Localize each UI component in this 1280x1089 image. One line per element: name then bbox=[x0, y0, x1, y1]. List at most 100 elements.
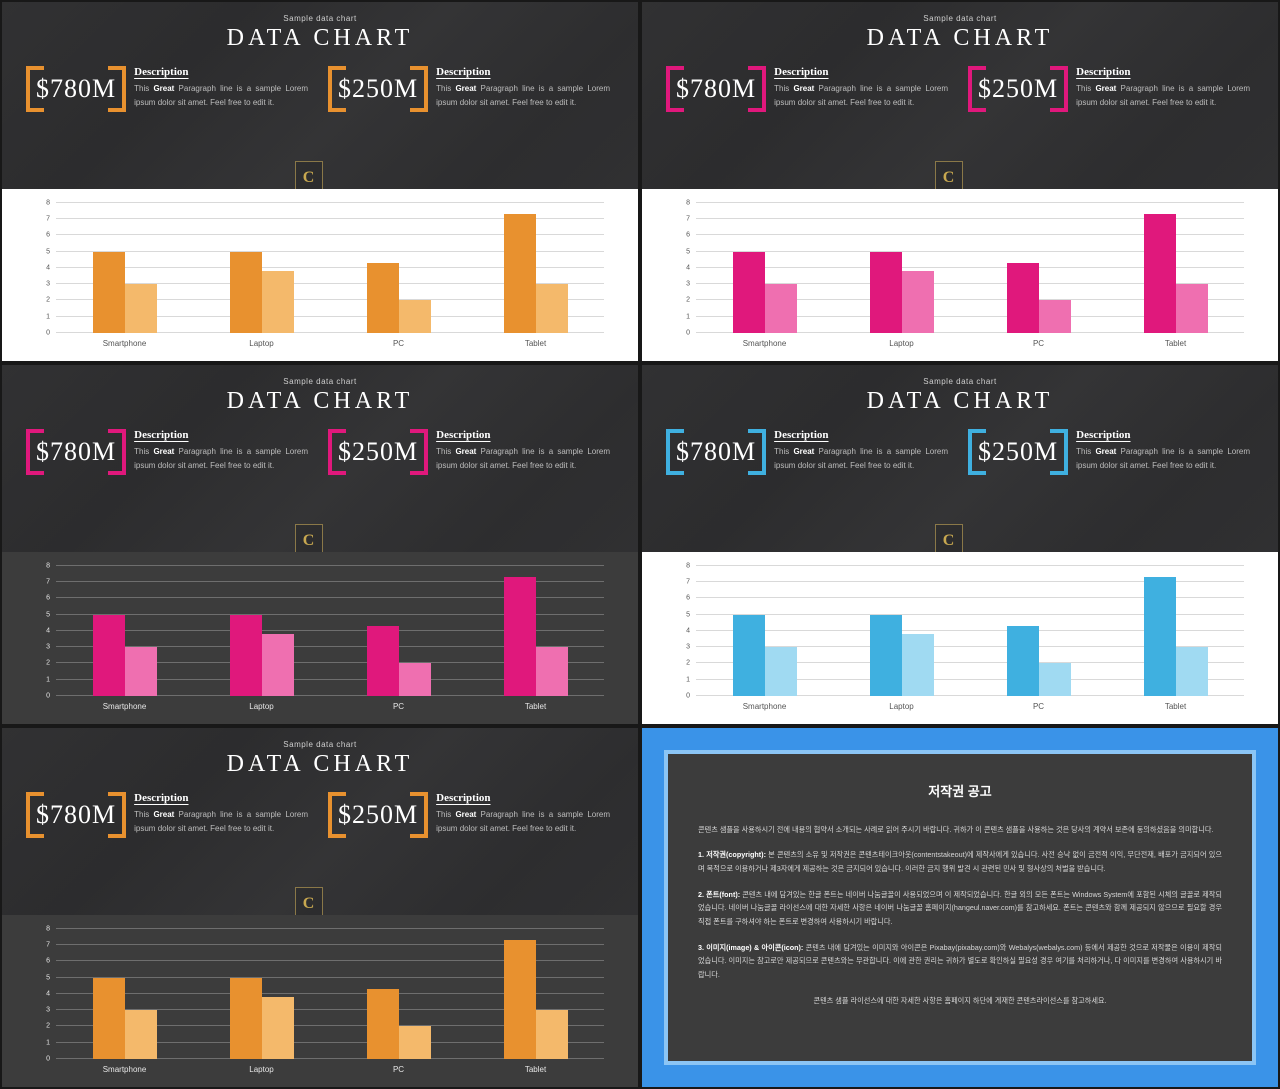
slide-subtitle: Sample data chart bbox=[28, 377, 612, 386]
description-text: This Great Paragraph line is a sample Lo… bbox=[436, 445, 610, 472]
y-tick: 3 bbox=[36, 281, 50, 288]
y-tick: 4 bbox=[36, 264, 50, 271]
y-axis: 012345678 bbox=[36, 929, 54, 1059]
y-tick: 4 bbox=[676, 264, 690, 271]
stat-value: $250M bbox=[978, 74, 1058, 104]
stat-block: $250MDescriptionThis Great Paragraph lin… bbox=[332, 792, 610, 838]
description-em: Great bbox=[793, 84, 814, 93]
bar bbox=[399, 663, 431, 696]
y-tick: 3 bbox=[36, 1007, 50, 1014]
description-text: This Great Paragraph line is a sample Lo… bbox=[134, 82, 308, 109]
slide-title: DATA CHART bbox=[28, 751, 612, 778]
slide-hero: Sample data chartDATA CHART$780MDescript… bbox=[2, 728, 638, 915]
x-label: Smartphone bbox=[56, 1061, 193, 1077]
copyright-frame: 저작권 공고콘텐츠 샘플을 사용하시기 전에 내용의 협약서 소개되는 사례로 … bbox=[664, 750, 1256, 1065]
bar bbox=[1176, 284, 1208, 333]
description-heading: Description bbox=[774, 429, 948, 441]
x-axis: SmartphoneLaptopPCTablet bbox=[56, 698, 604, 714]
bar bbox=[262, 997, 294, 1059]
bar bbox=[367, 626, 399, 696]
y-tick: 1 bbox=[36, 1039, 50, 1046]
y-tick: 0 bbox=[676, 330, 690, 337]
stat-bracket: $250M bbox=[332, 429, 424, 475]
bar-group bbox=[56, 929, 193, 1059]
slide-title: DATA CHART bbox=[28, 25, 612, 52]
description-em: Great bbox=[153, 84, 174, 93]
bar-group bbox=[833, 203, 970, 333]
bar bbox=[367, 263, 399, 333]
description-heading: Description bbox=[134, 792, 308, 804]
chart-plot: 012345678SmartphoneLaptopPCTablet bbox=[36, 203, 604, 351]
y-tick: 6 bbox=[676, 595, 690, 602]
stat-description: DescriptionThis Great Paragraph line is … bbox=[436, 429, 610, 472]
description-text: This Great Paragraph line is a sample Lo… bbox=[436, 82, 610, 109]
description-text: This Great Paragraph line is a sample Lo… bbox=[1076, 445, 1250, 472]
bar bbox=[536, 284, 568, 333]
bar bbox=[1144, 577, 1176, 696]
bar bbox=[1144, 214, 1176, 333]
stat-row: $780MDescriptionThis Great Paragraph lin… bbox=[668, 66, 1252, 112]
stat-row: $780M Description This Great Paragraph lin… bbox=[28, 792, 612, 838]
bar-group bbox=[193, 203, 330, 333]
bar-group bbox=[330, 566, 467, 696]
description-heading: Description bbox=[1076, 429, 1250, 441]
chart-slide: Sample data chartDATA CHART$780MDescript… bbox=[642, 365, 1278, 724]
bar bbox=[230, 978, 262, 1059]
bar bbox=[733, 615, 765, 696]
x-label: Laptop bbox=[833, 335, 970, 351]
stat-value: $250M bbox=[338, 437, 418, 467]
stat-bracket: $780M bbox=[30, 66, 122, 112]
y-tick: 2 bbox=[676, 660, 690, 667]
chart-slide: Sample data chartDATA CHART$780MDescript… bbox=[2, 365, 638, 724]
x-axis: SmartphoneLaptopPCTablet bbox=[56, 335, 604, 351]
y-tick: 0 bbox=[36, 693, 50, 700]
copyright-paragraph: 2. 폰트(font): 콘텐츠 내에 담겨있는 한글 폰트는 네이버 나눔글꼴… bbox=[698, 888, 1222, 929]
y-tick: 8 bbox=[676, 199, 690, 206]
x-label: Smartphone bbox=[696, 698, 833, 714]
copyright-heading: 저작권 공고 bbox=[698, 780, 1222, 805]
y-tick: 0 bbox=[676, 693, 690, 700]
x-label: Tablet bbox=[467, 335, 604, 351]
x-label: Tablet bbox=[467, 698, 604, 714]
bar-groups bbox=[56, 566, 604, 696]
slide-hero: Sample data chartDATA CHART$780MDescript… bbox=[2, 2, 638, 189]
stat-description: Description This Great Paragraph line is … bbox=[1076, 429, 1250, 472]
stat-value: $780M bbox=[36, 800, 116, 830]
y-axis: 012345678 bbox=[676, 203, 694, 333]
chart-slide: Sample data chartDATA CHART$780MDescript… bbox=[2, 728, 638, 1087]
bar bbox=[870, 252, 902, 333]
description-em: Great bbox=[153, 447, 174, 456]
y-axis: 012345678 bbox=[36, 203, 54, 333]
x-label: Laptop bbox=[193, 1061, 330, 1077]
x-label: PC bbox=[330, 698, 467, 714]
slide-subtitle: Sample data chart bbox=[668, 14, 1252, 23]
stat-block: $250MDescriptionThis Great Paragraph lin… bbox=[972, 66, 1250, 112]
slide-subtitle: Sample data chart bbox=[28, 14, 612, 23]
x-label: Laptop bbox=[833, 698, 970, 714]
y-tick: 7 bbox=[36, 215, 50, 222]
y-tick: 4 bbox=[36, 990, 50, 997]
y-tick: 7 bbox=[36, 941, 50, 948]
chart-area: 012345678SmartphoneLaptopPCTablet bbox=[642, 189, 1278, 361]
x-label: Smartphone bbox=[696, 335, 833, 351]
chart-area: 012345678SmartphoneLaptopPCTablet bbox=[2, 189, 638, 361]
x-axis: SmartphoneLaptopPCTablet bbox=[696, 335, 1244, 351]
bar bbox=[125, 284, 157, 333]
bar-group bbox=[56, 566, 193, 696]
slide-grid: Sample data chart DATA CHART $780M Descript… bbox=[0, 0, 1280, 1089]
y-tick: 1 bbox=[36, 313, 50, 320]
bar bbox=[536, 647, 568, 696]
stat-bracket: $780M bbox=[670, 429, 762, 475]
copyright-label: 2. 폰트(font): bbox=[698, 890, 740, 899]
stat-value: $780M bbox=[676, 74, 756, 104]
description-text: This Great Paragraph line is a sample Lo… bbox=[436, 808, 610, 835]
bar-group bbox=[467, 566, 604, 696]
bar-group bbox=[467, 203, 604, 333]
stat-description: DescriptionThis Great Paragraph line is … bbox=[774, 429, 948, 472]
stat-value: $780M bbox=[36, 437, 116, 467]
bar-group bbox=[56, 203, 193, 333]
description-em: Great bbox=[1095, 447, 1116, 456]
description-heading: Description bbox=[774, 66, 948, 78]
copyright-intro: 콘텐츠 샘플을 사용하시기 전에 내용의 협약서 소개되는 사례로 읽어 주시기… bbox=[698, 823, 1222, 837]
y-axis: 012345678 bbox=[36, 566, 54, 696]
